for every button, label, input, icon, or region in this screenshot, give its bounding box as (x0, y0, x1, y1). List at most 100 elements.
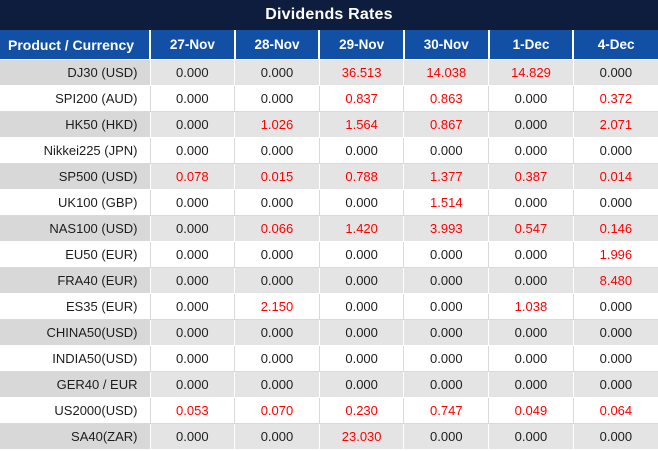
value-cell: 0.372 (573, 85, 658, 112)
value-cell: 1.564 (319, 111, 405, 138)
value-cell: 0.014 (573, 163, 658, 190)
table-title: Dividends Rates (0, 0, 658, 30)
value-cell: 0.000 (150, 319, 236, 346)
value-cell: 0.000 (319, 241, 405, 268)
value-cell: 0.000 (319, 189, 405, 216)
value-cell: 0.000 (234, 345, 320, 372)
product-cell: SA40(ZAR) (0, 423, 151, 450)
product-cell: SP500 (USD) (0, 163, 151, 190)
table-row: US2000(USD) 0.053 0.070 0.230 0.747 0.049 0.06… (0, 397, 658, 424)
product-cell: UK100 (GBP) (0, 189, 151, 216)
value-cell: 0.000 (488, 345, 574, 372)
product-cell: NAS100 (USD) (0, 215, 151, 242)
value-cell: 0.000 (234, 189, 320, 216)
table-row: CHINA50(USD) 0.000 0.000 0.000 0.000 0.000 0.0… (0, 319, 658, 346)
product-cell: GER40 / EUR (0, 371, 151, 398)
value-cell: 0.066 (234, 215, 320, 242)
column-header-date-1: 27-Nov (149, 30, 235, 60)
value-cell: 0.000 (403, 345, 490, 372)
value-cell: 1.377 (403, 163, 490, 190)
value-cell: 0.837 (319, 85, 405, 112)
value-cell: 0.000 (319, 371, 405, 398)
value-cell: 0.070 (234, 397, 320, 424)
value-cell: 0.000 (234, 319, 320, 346)
product-cell: ES35 (EUR) (0, 293, 151, 320)
value-cell: 0.863 (403, 85, 490, 112)
table-row: SA40(ZAR) 0.000 0.000 23.030 0.000 0.000 0.000 (0, 423, 658, 450)
value-cell: 3.993 (403, 215, 490, 242)
value-cell: 0.000 (403, 423, 490, 450)
value-cell: 0.000 (234, 85, 320, 112)
value-cell: 0.000 (403, 371, 490, 398)
value-cell: 0.000 (150, 189, 236, 216)
table-row: HK50 (HKD) 0.000 1.026 1.564 0.867 0.000 2.071 (0, 111, 658, 138)
table-row: ES35 (EUR) 0.000 2.150 0.000 0.000 1.038 0.000 (0, 293, 658, 320)
rates-table: Product / Currency 27-Nov 28-Nov 29-Nov … (0, 30, 658, 450)
value-cell: 0.146 (573, 215, 658, 242)
value-cell: 0.000 (319, 319, 405, 346)
column-header-date-4: 30-Nov (402, 30, 489, 60)
value-cell: 0.000 (573, 137, 658, 164)
value-cell: 0.000 (488, 111, 574, 138)
value-cell: 14.038 (403, 59, 490, 86)
product-cell: US2000(USD) (0, 397, 151, 424)
value-cell: 0.000 (150, 345, 236, 372)
value-cell: 2.071 (573, 111, 658, 138)
value-cell: 0.000 (234, 371, 320, 398)
column-header-date-2: 28-Nov (233, 30, 320, 60)
column-header-date-3: 29-Nov (318, 30, 404, 60)
value-cell: 0.000 (403, 319, 490, 346)
value-cell: 0.000 (150, 85, 236, 112)
table-row: INDIA50(USD) 0.000 0.000 0.000 0.000 0.000 0.0… (0, 345, 658, 372)
value-cell: 0.000 (573, 293, 658, 320)
value-cell: 1.038 (488, 293, 574, 320)
value-cell: 0.000 (150, 241, 236, 268)
value-cell: 2.150 (234, 293, 320, 320)
table-row: EU50 (EUR) 0.000 0.000 0.000 0.000 0.000 1.996 (0, 241, 658, 268)
value-cell: 1.026 (234, 111, 320, 138)
value-cell: 0.049 (488, 397, 574, 424)
value-cell: 0.000 (488, 371, 574, 398)
product-cell: DJ30 (USD) (0, 59, 151, 86)
value-cell: 0.000 (150, 371, 236, 398)
value-cell: 0.000 (150, 215, 236, 242)
value-cell: 0.000 (319, 267, 405, 294)
value-cell: 23.030 (319, 423, 405, 450)
value-cell: 0.000 (150, 423, 236, 450)
table-row: UK100 (GBP) 0.000 0.000 0.000 1.514 0.000 0.00… (0, 189, 658, 216)
value-cell: 0.053 (150, 397, 236, 424)
value-cell: 0.000 (488, 267, 574, 294)
table-row: DJ30 (USD) 0.000 0.000 36.513 14.038 14.829 0.… (0, 59, 658, 86)
value-cell: 0.000 (150, 137, 236, 164)
value-cell: 0.064 (573, 397, 658, 424)
product-cell: EU50 (EUR) (0, 241, 151, 268)
value-cell: 0.000 (403, 293, 490, 320)
value-cell: 0.000 (403, 267, 490, 294)
value-cell: 0.000 (234, 241, 320, 268)
value-cell: 36.513 (319, 59, 405, 86)
value-cell: 0.000 (488, 319, 574, 346)
value-cell: 0.747 (403, 397, 490, 424)
product-cell: HK50 (HKD) (0, 111, 151, 138)
value-cell: 1.514 (403, 189, 490, 216)
value-cell: 0.000 (403, 137, 490, 164)
product-cell: Nikkei225 (JPN) (0, 137, 151, 164)
value-cell: 0.000 (319, 345, 405, 372)
value-cell: 0.788 (319, 163, 405, 190)
product-cell: INDIA50(USD) (0, 345, 151, 372)
value-cell: 0.000 (403, 241, 490, 268)
value-cell: 0.000 (488, 241, 574, 268)
value-cell: 0.547 (488, 215, 574, 242)
value-cell: 1.996 (573, 241, 658, 268)
value-cell: 0.000 (150, 293, 236, 320)
table-row: GER40 / EUR 0.000 0.000 0.000 0.000 0.000 0.00… (0, 371, 658, 398)
value-cell: 0.000 (488, 189, 574, 216)
value-cell: 1.420 (319, 215, 405, 242)
table-row: FRA40 (EUR) 0.000 0.000 0.000 0.000 0.000 8.48… (0, 267, 658, 294)
table-row: SP500 (USD) 0.078 0.015 0.788 1.377 0.387 0.01… (0, 163, 658, 190)
table-row: Nikkei225 (JPN) 0.000 0.000 0.000 0.000 0.000… (0, 137, 658, 164)
product-cell: CHINA50(USD) (0, 319, 151, 346)
header-row: Product / Currency 27-Nov 28-Nov 29-Nov … (0, 30, 658, 60)
value-cell: 0.000 (573, 423, 658, 450)
